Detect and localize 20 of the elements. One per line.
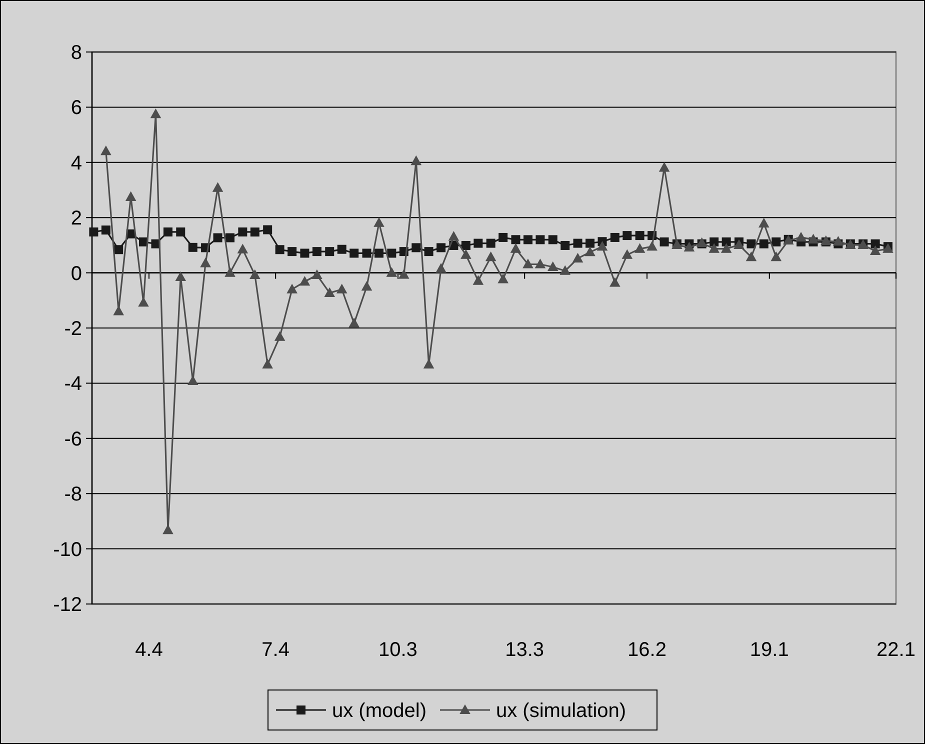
y-tick-label: -12 [53, 594, 82, 616]
y-tick-label: 0 [70, 262, 82, 285]
x-tick-label: 13.3 [505, 639, 544, 661]
y-tick-label: 8 [70, 42, 82, 64]
legend-label: ux (simulation) [496, 700, 626, 722]
x-tick-label: 19.1 [750, 639, 789, 661]
x-tick-label: 22.1 [876, 639, 916, 661]
x-tick-label: 10.3 [378, 639, 418, 661]
y-tick-label: 6 [70, 97, 82, 120]
y-tick-label: -6 [64, 428, 82, 450]
x-tick-label: 7.4 [262, 639, 290, 661]
y-tick-label: -8 [64, 484, 82, 506]
y-tick-label: 2 [70, 208, 82, 230]
y-tick-label: -10 [53, 538, 82, 561]
y-tick-label: -2 [64, 318, 82, 340]
y-tick-label: -4 [64, 373, 82, 396]
legend-label: ux (model) [332, 700, 426, 722]
x-tick-label: 4.4 [135, 639, 163, 661]
y-tick-label: 4 [70, 152, 82, 174]
x-tick-label: 16.2 [628, 639, 666, 661]
